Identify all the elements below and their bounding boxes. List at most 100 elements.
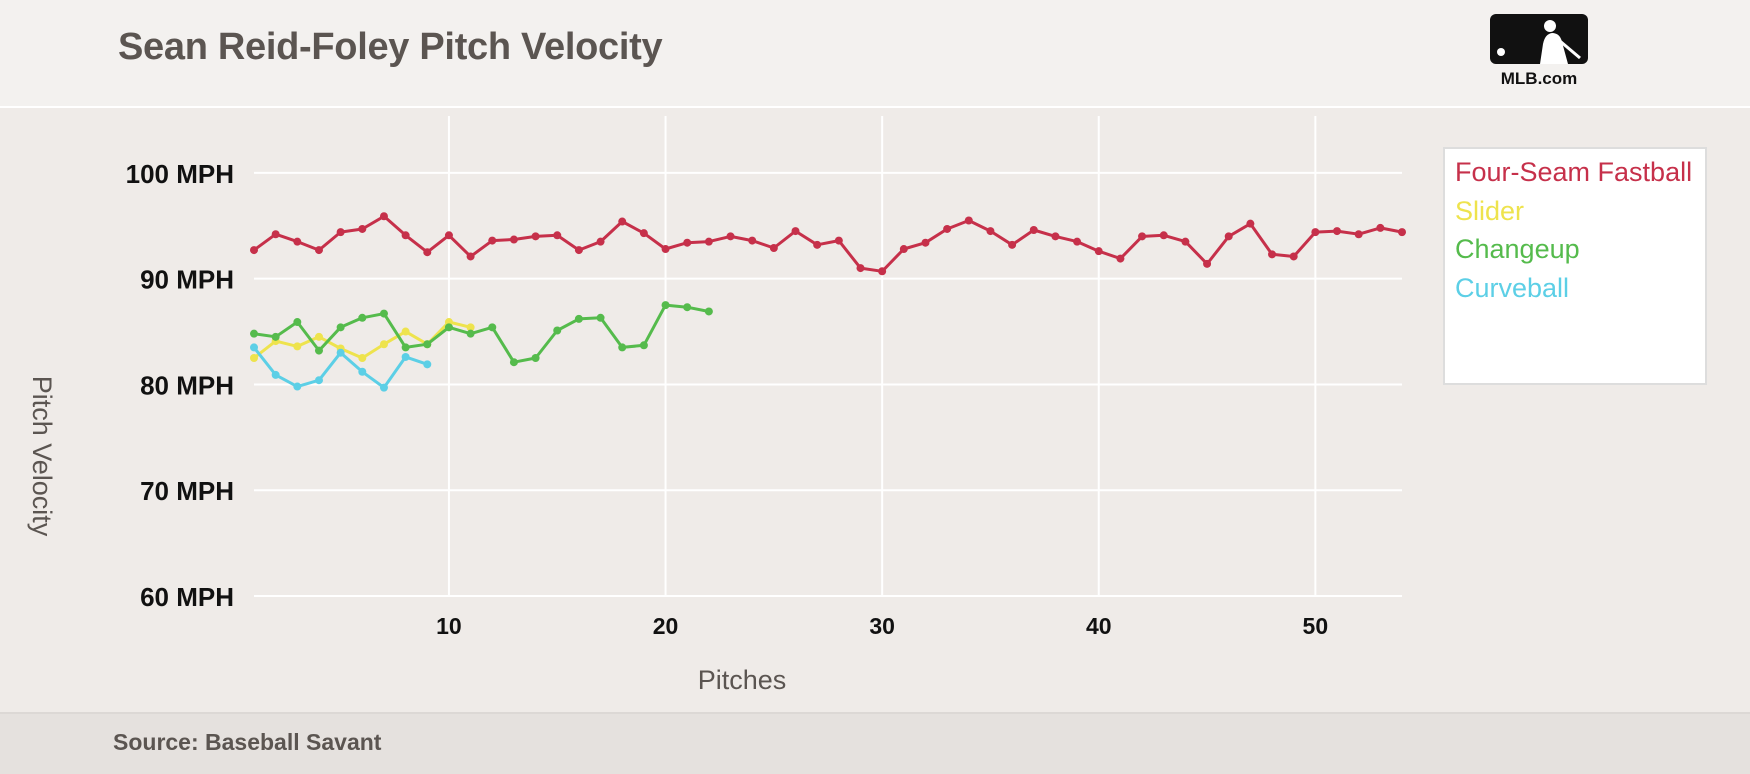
- data-point-slider[interactable]: [358, 354, 367, 362]
- data-point-four-seam-fastball[interactable]: [726, 232, 735, 241]
- data-point-four-seam-fastball[interactable]: [1029, 226, 1038, 235]
- data-point-four-seam-fastball[interactable]: [379, 212, 388, 221]
- data-point-four-seam-fastball[interactable]: [813, 240, 822, 249]
- legend-item-four-seam-fastball[interactable]: Four-Seam Fastball: [1455, 157, 1693, 187]
- data-point-four-seam-fastball[interactable]: [1354, 230, 1363, 239]
- data-point-four-seam-fastball[interactable]: [921, 238, 930, 247]
- data-point-slider[interactable]: [466, 323, 475, 332]
- data-point-changeup[interactable]: [444, 323, 453, 332]
- data-point-four-seam-fastball[interactable]: [1159, 231, 1168, 240]
- data-point-four-seam-fastball[interactable]: [574, 246, 583, 255]
- data-point-changeup[interactable]: [639, 341, 648, 350]
- data-point-four-seam-fastball[interactable]: [444, 231, 453, 240]
- data-point-changeup[interactable]: [618, 343, 627, 352]
- data-point-four-seam-fastball[interactable]: [1073, 237, 1082, 246]
- data-point-four-seam-fastball[interactable]: [466, 252, 475, 261]
- data-point-four-seam-fastball[interactable]: [531, 232, 540, 241]
- data-point-slider[interactable]: [401, 327, 410, 336]
- legend-item-curveball[interactable]: Curveball: [1455, 272, 1570, 303]
- data-point-changeup[interactable]: [271, 332, 280, 341]
- data-point-curveball[interactable]: [401, 352, 410, 361]
- data-point-changeup[interactable]: [596, 313, 605, 322]
- data-point-four-seam-fastball[interactable]: [596, 237, 605, 246]
- data-point-changeup[interactable]: [574, 314, 583, 323]
- data-point-four-seam-fastball[interactable]: [1398, 228, 1406, 237]
- data-point-changeup[interactable]: [314, 346, 323, 355]
- data-point-curveball[interactable]: [314, 376, 323, 385]
- data-point-changeup[interactable]: [423, 340, 432, 349]
- data-point-four-seam-fastball[interactable]: [1311, 228, 1320, 237]
- data-point-four-seam-fastball[interactable]: [250, 246, 258, 255]
- data-point-four-seam-fastball[interactable]: [1289, 252, 1298, 261]
- data-point-four-seam-fastball[interactable]: [1138, 232, 1147, 241]
- data-point-four-seam-fastball[interactable]: [1094, 247, 1103, 256]
- data-point-four-seam-fastball[interactable]: [314, 246, 323, 255]
- data-point-four-seam-fastball[interactable]: [509, 235, 518, 244]
- series-line-slider: [253, 320, 471, 360]
- data-point-four-seam-fastball[interactable]: [683, 238, 692, 247]
- data-point-four-seam-fastball[interactable]: [1224, 232, 1233, 241]
- data-point-four-seam-fastball[interactable]: [986, 227, 995, 236]
- data-point-changeup[interactable]: [531, 354, 540, 362]
- data-point-curveball[interactable]: [293, 382, 302, 391]
- data-point-changeup[interactable]: [466, 329, 475, 338]
- data-point-four-seam-fastball[interactable]: [1051, 232, 1060, 241]
- data-point-four-seam-fastball[interactable]: [271, 230, 280, 239]
- legend-item-slider[interactable]: Slider: [1455, 195, 1525, 226]
- data-point-slider[interactable]: [293, 342, 302, 351]
- data-point-four-seam-fastball[interactable]: [423, 248, 432, 257]
- data-point-four-seam-fastball[interactable]: [943, 224, 952, 233]
- data-point-changeup[interactable]: [336, 323, 345, 332]
- data-point-four-seam-fastball[interactable]: [748, 236, 757, 245]
- data-point-four-seam-fastball[interactable]: [878, 267, 887, 276]
- data-point-four-seam-fastball[interactable]: [488, 236, 497, 245]
- data-point-four-seam-fastball[interactable]: [899, 245, 908, 254]
- data-point-four-seam-fastball[interactable]: [769, 243, 778, 252]
- data-point-four-seam-fastball[interactable]: [1376, 223, 1385, 232]
- data-point-four-seam-fastball[interactable]: [1333, 227, 1342, 236]
- y-axis-label: Pitch Velocity: [27, 376, 57, 537]
- data-point-changeup[interactable]: [250, 329, 258, 338]
- data-point-curveball[interactable]: [423, 360, 432, 369]
- data-point-changeup[interactable]: [553, 326, 562, 335]
- data-point-slider[interactable]: [314, 332, 323, 341]
- data-point-slider[interactable]: [379, 340, 388, 349]
- legend-item-changeup[interactable]: Changeup: [1455, 234, 1580, 264]
- data-point-changeup[interactable]: [358, 313, 367, 322]
- data-point-curveball[interactable]: [358, 367, 367, 376]
- data-point-changeup[interactable]: [488, 323, 497, 332]
- data-point-four-seam-fastball[interactable]: [704, 237, 713, 246]
- data-point-four-seam-fastball[interactable]: [1268, 250, 1277, 259]
- data-point-four-seam-fastball[interactable]: [791, 227, 800, 236]
- data-point-changeup[interactable]: [379, 309, 388, 318]
- data-point-slider[interactable]: [250, 354, 258, 362]
- data-point-four-seam-fastball[interactable]: [401, 231, 410, 240]
- data-point-changeup[interactable]: [293, 318, 302, 327]
- data-point-changeup[interactable]: [509, 358, 518, 367]
- data-point-four-seam-fastball[interactable]: [293, 237, 302, 246]
- data-point-four-seam-fastball[interactable]: [964, 216, 973, 225]
- data-point-changeup[interactable]: [401, 343, 410, 352]
- y-tick-label: 90 MPH: [140, 265, 234, 295]
- data-point-four-seam-fastball[interactable]: [553, 231, 562, 240]
- data-point-changeup[interactable]: [661, 301, 670, 310]
- data-point-four-seam-fastball[interactable]: [1181, 237, 1190, 246]
- data-point-curveball[interactable]: [271, 370, 280, 379]
- data-point-four-seam-fastball[interactable]: [661, 245, 670, 254]
- data-point-four-seam-fastball[interactable]: [336, 228, 345, 237]
- data-point-curveball[interactable]: [250, 343, 258, 352]
- data-point-four-seam-fastball[interactable]: [1246, 219, 1255, 228]
- data-point-four-seam-fastball[interactable]: [1008, 240, 1017, 249]
- data-point-changeup[interactable]: [704, 307, 713, 316]
- mlb-batter-logo-icon: MLB.com: [1488, 14, 1592, 94]
- data-point-four-seam-fastball[interactable]: [1116, 254, 1125, 263]
- data-point-four-seam-fastball[interactable]: [856, 264, 865, 273]
- data-point-curveball[interactable]: [336, 348, 345, 357]
- data-point-four-seam-fastball[interactable]: [618, 217, 627, 226]
- data-point-four-seam-fastball[interactable]: [1203, 259, 1212, 268]
- data-point-four-seam-fastball[interactable]: [358, 224, 367, 233]
- data-point-changeup[interactable]: [683, 303, 692, 312]
- data-point-curveball[interactable]: [379, 383, 388, 392]
- data-point-four-seam-fastball[interactable]: [834, 236, 843, 245]
- data-point-four-seam-fastball[interactable]: [639, 229, 648, 238]
